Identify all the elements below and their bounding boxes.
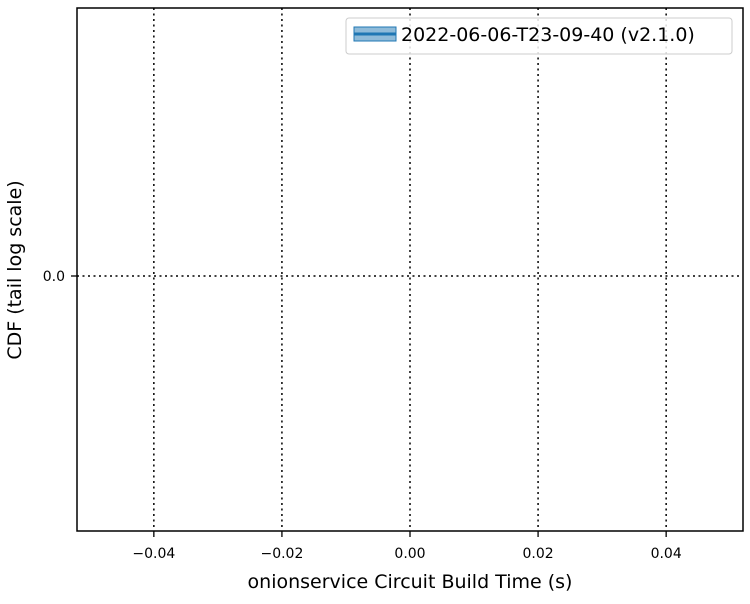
grid-lines bbox=[77, 8, 743, 531]
legend-label: 2022-06-06-T23-09-40 (v2.1.0) bbox=[401, 24, 695, 46]
legend-frame bbox=[345, 17, 733, 55]
y-axis-ticks: 0.0 bbox=[43, 269, 77, 285]
y-axis-label: CDF (tail log scale) bbox=[4, 180, 26, 359]
x-tick-label: −0.02 bbox=[260, 546, 303, 562]
x-axis-ticks: −0.04 −0.02 0.00 0.02 0.04 bbox=[132, 531, 682, 562]
x-tick-label: 0.02 bbox=[522, 546, 553, 562]
x-axis-label: onionservice Circuit Build Time (s) bbox=[248, 571, 573, 593]
x-tick-label: 0.00 bbox=[394, 546, 425, 562]
x-tick-label: 0.04 bbox=[651, 546, 682, 562]
y-tick-label: 0.0 bbox=[43, 269, 65, 285]
legend: 2022-06-06-T23-09-40 (v2.1.0) bbox=[345, 17, 733, 55]
x-tick-label: −0.04 bbox=[132, 546, 175, 562]
